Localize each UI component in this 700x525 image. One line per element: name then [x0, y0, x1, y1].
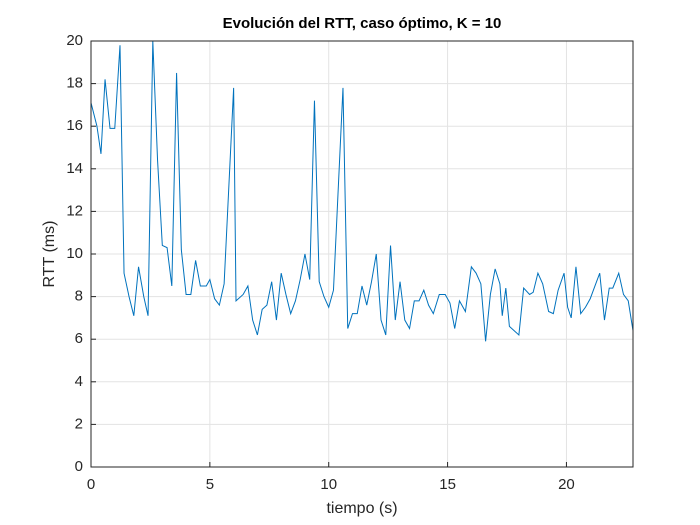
x-tick-label: 0 — [87, 476, 95, 493]
y-axis-label: RTT (ms) — [41, 221, 58, 288]
y-tick-label: 18 — [66, 75, 83, 92]
x-tick-label: 15 — [439, 476, 456, 493]
x-tick-label: 20 — [558, 476, 575, 493]
axes-box — [90, 40, 634, 468]
y-tick-label: 2 — [75, 415, 83, 432]
y-tick-label: 6 — [75, 330, 83, 347]
y-tick-label: 16 — [66, 117, 83, 134]
x-tick-label: 10 — [320, 476, 337, 493]
y-tick-label: 8 — [75, 288, 83, 305]
y-tick-label: 14 — [66, 160, 83, 177]
data-line — [90, 40, 634, 342]
chart-title: Evolución del RTT, caso óptimo, K = 10 — [223, 15, 502, 32]
y-tick-label: 4 — [75, 373, 83, 390]
y-tick-label: 10 — [66, 245, 83, 262]
x-tick-label: 5 — [206, 476, 214, 493]
x-axis-label: tiempo (s) — [326, 500, 397, 517]
y-tick-label: 12 — [66, 202, 83, 219]
y-tick-label: 20 — [66, 32, 83, 49]
y-tick-label: 0 — [75, 458, 83, 475]
